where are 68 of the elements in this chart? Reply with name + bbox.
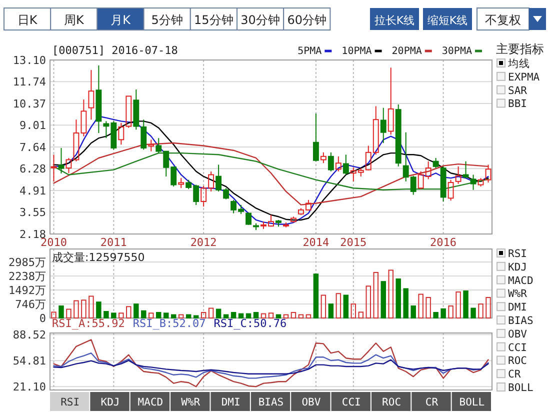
- text: 60分钟: [287, 13, 327, 27]
- text: 30分钟: [240, 13, 280, 27]
- x-tick-label: 2016: [430, 236, 457, 249]
- text: KDJ: [100, 396, 120, 408]
- x-tick-label: 2014: [302, 236, 330, 249]
- y-tick-label: 2985万: [8, 256, 46, 270]
- y-tick-label: 11.74: [12, 76, 46, 89]
- text: 不复权: [485, 13, 521, 27]
- chart-title: [000751] 2016-07-18: [52, 44, 178, 57]
- y-tick-label: 3.55: [20, 206, 46, 220]
- text: BIAS: [258, 396, 284, 408]
- text: CR: [508, 368, 522, 381]
- text: MACD: [508, 274, 534, 287]
- x-tick-label: 2015: [340, 236, 367, 249]
- annotation: 成交量:12597550: [52, 251, 145, 264]
- y-tick-label: 13.10: [12, 54, 46, 67]
- text: OBV: [302, 396, 322, 408]
- text: MACD: [138, 396, 164, 408]
- text: 缩短K线: [427, 14, 468, 27]
- text: RSI_C:50.76: [214, 317, 287, 330]
- y-tick-label: 0: [39, 312, 46, 325]
- series-label: RSI_A:55.92: [52, 317, 125, 330]
- text: 均线: [507, 57, 530, 70]
- legend-label: 10PMA: [342, 46, 372, 57]
- legend-label: 20PMA: [392, 46, 422, 57]
- y-tick-label: 2238万: [8, 270, 46, 284]
- text: CCI: [342, 396, 361, 408]
- y-tick-label: 1492万: [8, 284, 46, 298]
- x-tick-label: 2012: [190, 236, 217, 249]
- text: 日K: [17, 13, 38, 27]
- y-tick-label: 88.52: [12, 328, 46, 342]
- y-tick-label: 746万: [15, 298, 46, 312]
- x-tick-label: 2011: [100, 236, 127, 249]
- y-tick-label: 54.81: [12, 354, 46, 368]
- text: W%R: [508, 288, 528, 300]
- y-tick-label: 7.64: [20, 141, 46, 154]
- text: RSI_B:52.07: [132, 317, 206, 330]
- text: DMI: [221, 396, 240, 408]
- text: CR: [425, 396, 439, 408]
- text: RSI: [60, 396, 80, 408]
- text: 主要指标: [496, 42, 544, 56]
- text: EXPMA: [508, 71, 540, 84]
- y-tick-label: 4.91: [20, 184, 46, 198]
- text: W%R: [181, 396, 201, 408]
- x-tick-label: 2010: [40, 236, 67, 249]
- y-tick-label: 9.01: [20, 119, 46, 132]
- y-tick-label: 6.28: [20, 162, 46, 176]
- legend-label: 30PMA: [442, 46, 472, 57]
- text: BIAS: [508, 315, 534, 327]
- text: BBI: [508, 98, 527, 110]
- text: DMI: [508, 302, 527, 314]
- text: CCI: [508, 342, 527, 354]
- text: 5分钟: [151, 13, 183, 27]
- text: 15分钟: [194, 13, 234, 27]
- text: 月K: [110, 13, 132, 27]
- y-tick-label: 10.37: [12, 98, 46, 110]
- text: BOLL: [459, 396, 485, 408]
- y-tick-label: 21.10: [12, 380, 46, 394]
- text: 拉长K线: [374, 14, 415, 27]
- text: BOLL: [508, 382, 534, 394]
- text: 周K: [64, 13, 85, 27]
- text: OBV: [508, 328, 528, 340]
- legend-label: 5PMA: [298, 46, 322, 57]
- text: KDJ: [508, 261, 527, 274]
- text: ROC: [382, 396, 402, 408]
- text: ROC: [508, 355, 527, 368]
- text: RSI: [508, 248, 527, 260]
- text: SAR: [508, 84, 528, 97]
